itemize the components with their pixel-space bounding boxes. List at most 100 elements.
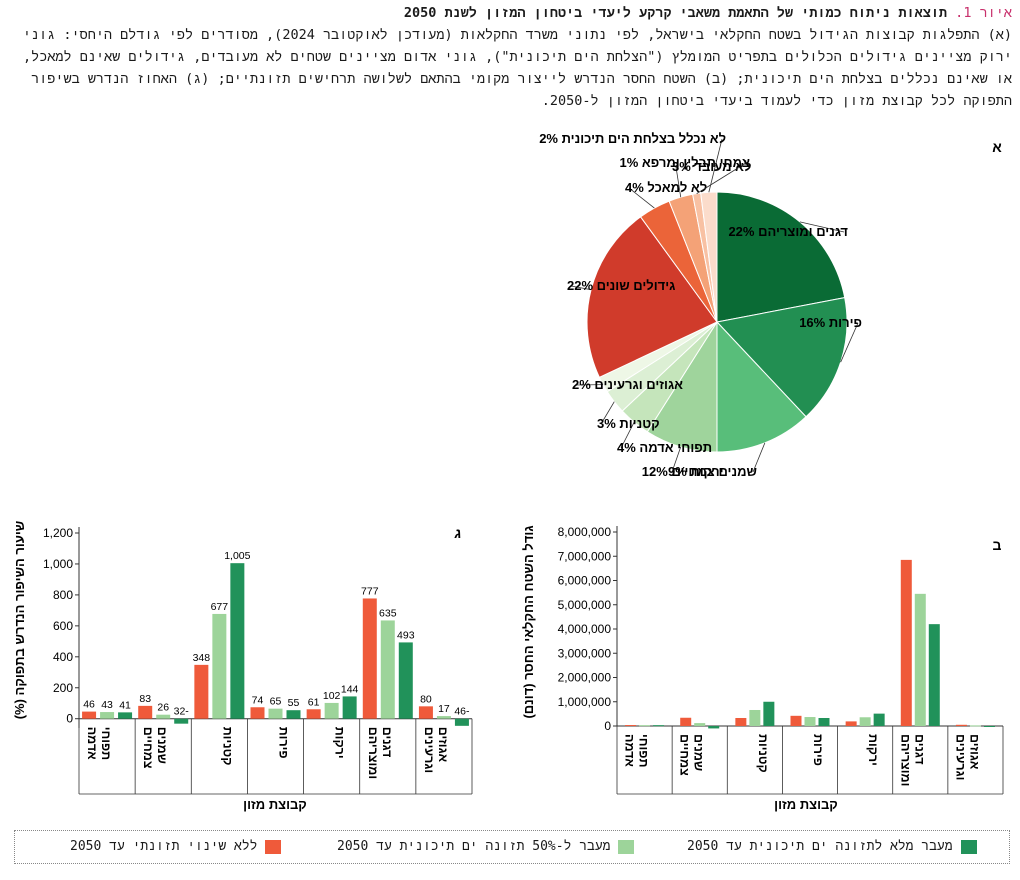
bar	[928, 624, 940, 726]
bar	[418, 706, 433, 719]
bar	[306, 709, 321, 719]
pie-slice-label: פירות 16%	[799, 315, 862, 330]
pie-slice-label: ירקות 9%	[668, 464, 724, 479]
bar-value-label: 348	[193, 652, 211, 664]
bar	[914, 593, 926, 726]
bar-value-label: 1,005	[224, 550, 250, 562]
bar-value-label: 80	[420, 693, 432, 705]
y-tick-label: 1,000,000	[558, 695, 612, 709]
bar	[194, 664, 209, 719]
category-label: שמניםצמחיים	[141, 727, 169, 769]
bar-value-label: 635	[379, 607, 397, 619]
caption-title-line: איור 1. תוצאות ניתוח כמותי של התאמת משאב…	[8, 2, 1012, 24]
pie-leader-line	[696, 162, 747, 194]
y-tick-label: 6,000,000	[558, 574, 612, 588]
bar-value-label: 17	[438, 703, 450, 715]
bar	[380, 620, 395, 719]
bar-value-label: 102	[323, 690, 341, 702]
x-axis-title-b: קבוצת מזון	[774, 797, 838, 812]
bar	[639, 725, 651, 727]
bar	[955, 724, 967, 726]
category-label: תפוחיאדמה	[623, 734, 651, 767]
pie-leader-line	[752, 442, 766, 473]
bar	[268, 708, 283, 719]
pie-slice-label: תפוחי אדמה 4%	[617, 440, 712, 455]
pie-slice-label: לא למאכל 4%	[625, 180, 707, 195]
bar	[653, 725, 665, 727]
bar	[694, 723, 706, 726]
legend-label-half: מעבר ל-50% תזונה ים תיכונית עד 2050	[337, 839, 611, 854]
y-axis-title-c: שיעור השיפור הנדרש בתפוקה (%)	[12, 521, 27, 720]
y-tick-label: 5,000,000	[558, 598, 612, 612]
bar	[342, 696, 357, 719]
bar-value-label: 32-	[174, 706, 190, 718]
category-label: אגוזיםוגרעינים	[422, 727, 450, 773]
bar-value-label: 46-	[454, 706, 470, 718]
pie-slice-label: אגוזים וגרעינים 2%	[572, 377, 683, 392]
category-label: דגניםומוצריהם	[898, 734, 926, 786]
bar-value-label: 55	[288, 697, 300, 709]
y-tick-label: 0	[604, 719, 611, 733]
category-label: תפוחיאדמה	[85, 727, 113, 760]
bar	[362, 598, 377, 719]
category-label: פירות	[277, 727, 291, 759]
bar-value-label: 65	[270, 696, 282, 708]
bar-value-label: 41	[119, 699, 131, 711]
category-label: פירות	[811, 734, 825, 766]
bar	[454, 718, 469, 726]
y-axis-title-b: גודל השטח החקלאי החסר (דונם)	[521, 525, 536, 718]
category-label: קטניות	[220, 727, 234, 766]
y-tick-label: 2,000,000	[558, 671, 612, 685]
pie-leader-line	[570, 285, 592, 291]
pie-slice	[716, 320, 807, 453]
bar	[82, 711, 97, 719]
pie-slice-label: גידולים שונים 22%	[567, 278, 675, 293]
bar-value-label: 43	[101, 699, 113, 711]
legend-swatch-half	[618, 839, 635, 854]
bar	[174, 718, 189, 724]
pie-slice-label: לא נכלל בצלחת הים תיכונית 2%	[539, 131, 726, 146]
legend-item-none: ללא שינוי תזונתי עד 2050	[70, 839, 282, 854]
figure-title: תוצאות ניתוח כמותי של התאמת משאבי קרקע ל…	[403, 5, 948, 21]
bar	[118, 712, 133, 719]
bar	[212, 613, 227, 719]
bar-value-label: 26	[157, 702, 169, 714]
bar-value-label: 61	[308, 696, 320, 708]
yield-bar-chart: ג שיעור השיפור הנדרש בתפוקה (%) קבוצת מז…	[12, 521, 473, 812]
panel-label-b: ב	[993, 537, 1002, 553]
y-tick-label: 800	[53, 588, 73, 602]
bar-value-label: 144	[341, 683, 359, 695]
bar	[680, 717, 692, 726]
bar	[398, 642, 413, 719]
bar	[138, 705, 153, 719]
y-tick-label: 1,200	[43, 526, 73, 540]
pie-leader-line	[708, 138, 723, 193]
bar	[436, 716, 451, 719]
bar	[625, 725, 637, 727]
bar	[859, 717, 871, 726]
bar	[845, 721, 857, 726]
panel-label-a: א	[992, 139, 1002, 155]
panel-label-c: ג	[454, 525, 462, 541]
y-tick-label: 0	[66, 712, 73, 726]
pie-leader-line	[628, 187, 655, 209]
y-tick-label: 200	[53, 681, 73, 695]
bar-value-label: 677	[211, 601, 229, 613]
y-tick-label: 4,000,000	[558, 622, 612, 636]
y-tick-label: 400	[53, 650, 73, 664]
bar-value-label: 83	[139, 693, 151, 705]
pie-leader-line	[799, 221, 845, 233]
bar	[900, 559, 912, 726]
pie-slice-label: צמחי תבלין ומרפא 1%	[620, 155, 751, 170]
bar	[250, 707, 265, 719]
legend-label-full: מעבר מלא לתזונה ים תיכונית עד 2050	[687, 839, 953, 854]
pie-leader-line	[600, 401, 615, 425]
bar	[230, 563, 245, 719]
legend-swatch-full	[960, 839, 977, 854]
pie-chart: א דגנים ומוצריהם 22% פירות 16% שמנים צמחיי…	[539, 131, 1002, 479]
bar	[804, 717, 816, 726]
bar-value-label: 493	[397, 629, 415, 641]
pie-slice	[716, 191, 846, 323]
bar	[969, 725, 981, 727]
bar	[749, 709, 761, 726]
